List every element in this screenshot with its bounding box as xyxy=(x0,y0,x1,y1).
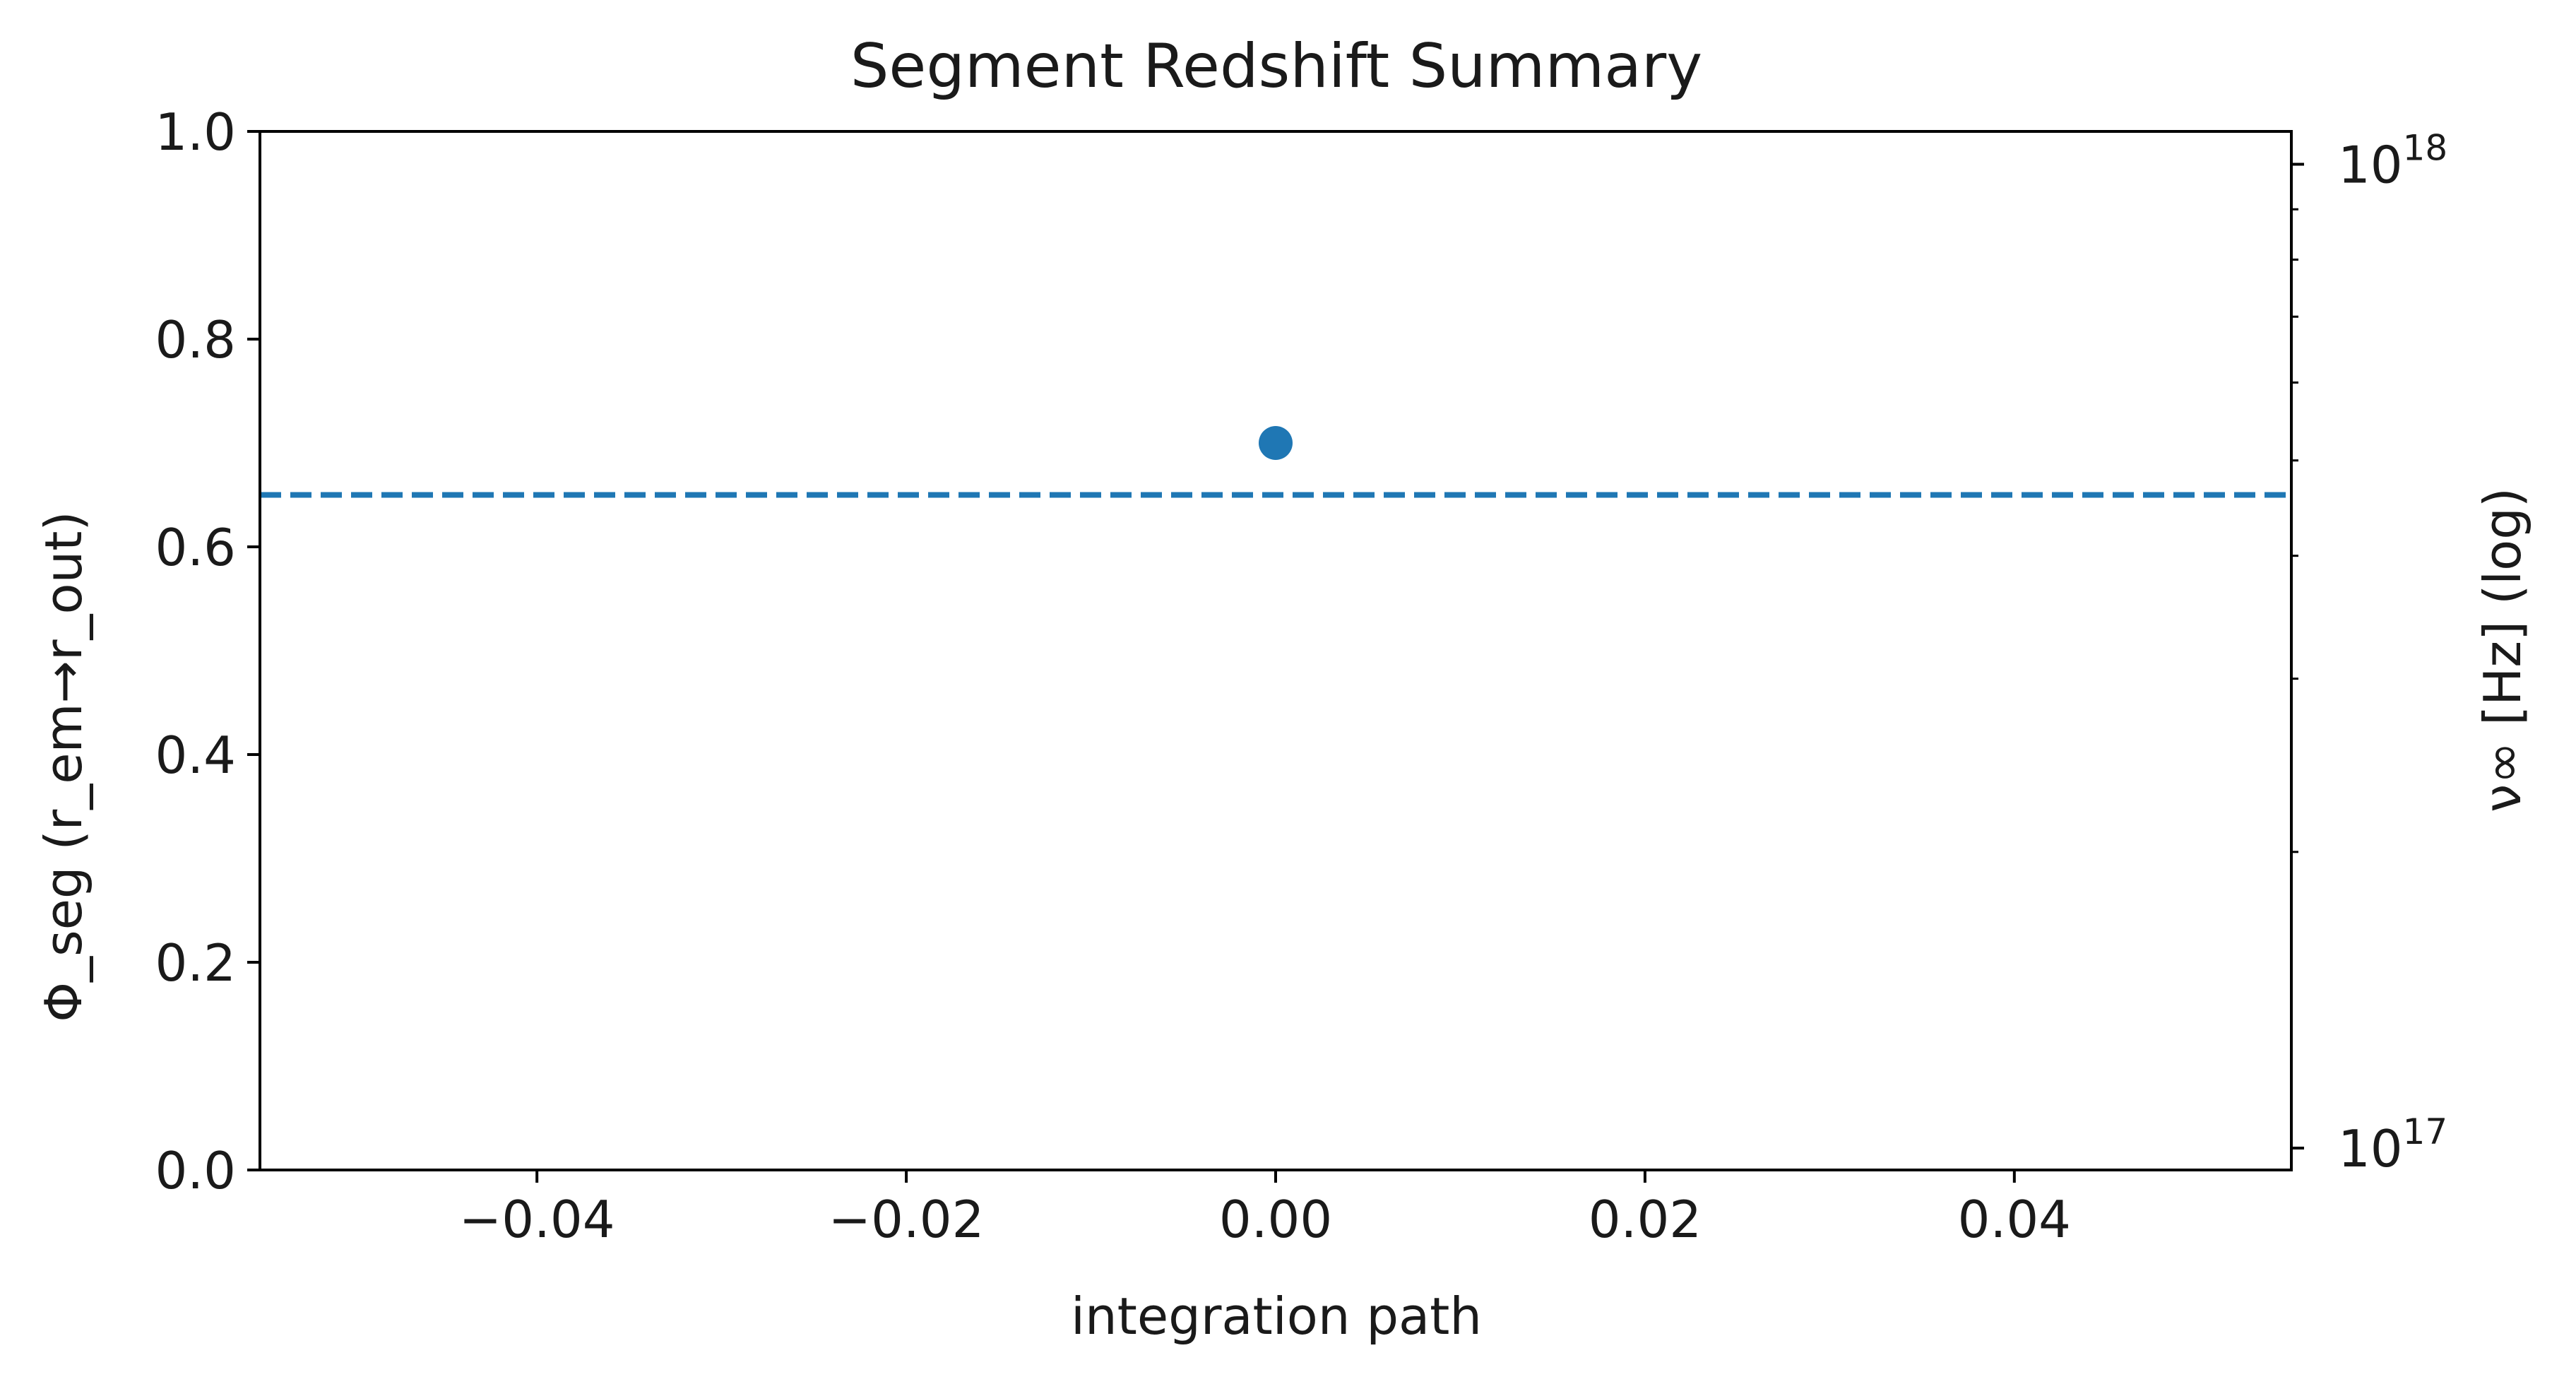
y-tick-label: 0.6 xyxy=(155,518,236,577)
x-axis-label: integration path xyxy=(1071,1287,1482,1346)
x-tick-label: 0.00 xyxy=(1219,1190,1332,1249)
y-tick-label: 0.2 xyxy=(155,933,236,993)
y-tick-label: 1.0 xyxy=(155,102,236,162)
y-tick-label: 0.0 xyxy=(155,1141,236,1200)
x-tick-label: 0.02 xyxy=(1589,1190,1702,1249)
x-tick-label: −0.04 xyxy=(459,1190,615,1249)
y2-axis-label: ν∞ [Hz] (log) xyxy=(2473,487,2532,812)
y-tick-label: 0.4 xyxy=(155,726,236,785)
axes-frame xyxy=(259,130,2293,1171)
x-axis: −0.04 −0.02 0.00 0.02 0.04 xyxy=(459,1170,2071,1249)
y-axis-label: Φ_seg (r_em→r_out) xyxy=(34,511,93,1022)
plot-area xyxy=(259,130,2293,1171)
y-axis-left: 0.0 0.2 0.4 0.6 0.8 1.0 xyxy=(155,102,260,1200)
y-tick-label: 0.8 xyxy=(155,310,236,370)
y-axis-right: 1017 1018 xyxy=(2291,128,2447,1178)
chart-title: Segment Redshift Summary xyxy=(850,31,1702,102)
y2-tick-label: 1018 xyxy=(2338,128,2447,195)
x-tick-label: 0.04 xyxy=(1958,1190,2071,1249)
y2-tick-label: 1017 xyxy=(2338,1111,2447,1178)
x-tick-label: −0.02 xyxy=(829,1190,985,1249)
data-point-0 xyxy=(1259,426,1293,460)
